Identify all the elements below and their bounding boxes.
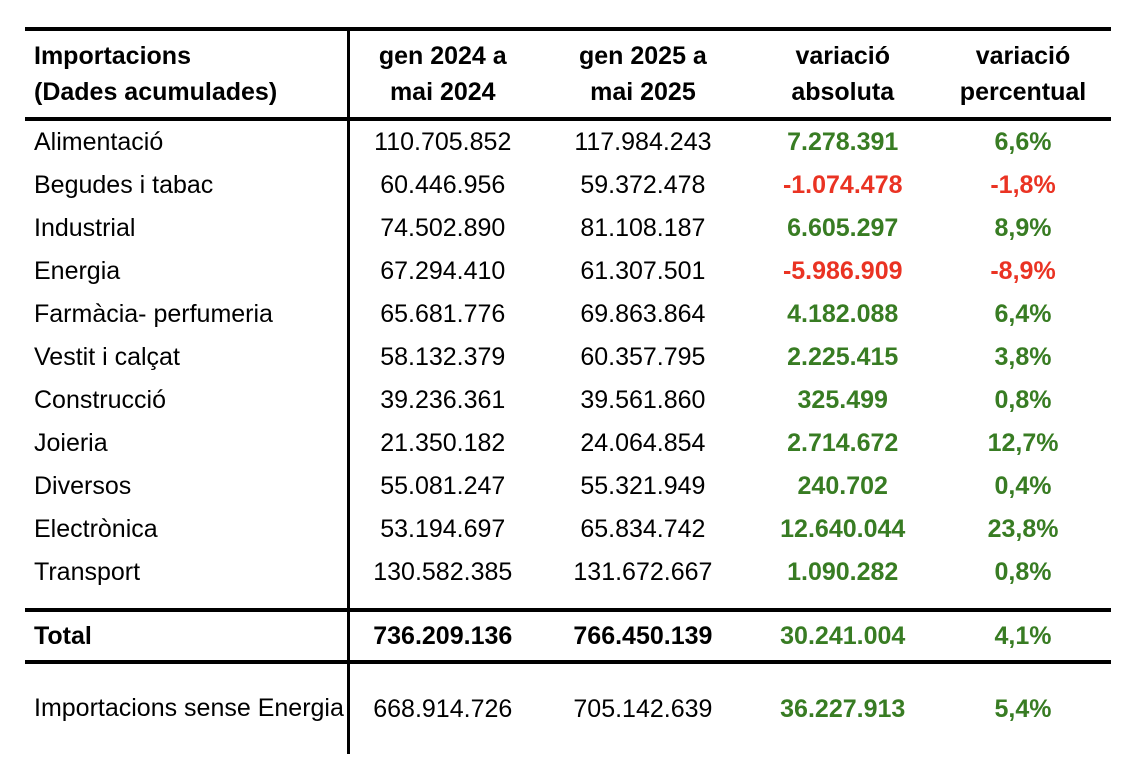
- cell-v2025: 81.108.187: [580, 214, 706, 242]
- cell-category: Construcció: [25, 379, 351, 422]
- cell-v2025: 39.561.860: [580, 386, 706, 414]
- table-row: Industrial 74.502.890 81.108.187 6.605.2…: [25, 207, 1111, 250]
- table-row: Energia 67.294.410 61.307.501 -5.986.909…: [25, 250, 1111, 293]
- cell-v2025: 65.834.742: [580, 515, 706, 543]
- cell-category: Diversos: [25, 465, 351, 508]
- header-variacio-percentual: variació percentual: [935, 27, 1111, 121]
- cell-v2024: 58.132.379: [380, 343, 506, 371]
- imports-table: Importacions (Dades acumulades) gen 2024…: [25, 27, 1111, 754]
- cell-category: Vestit i calçat: [25, 336, 351, 379]
- header-variacio-percentual-line2: percentual: [959, 78, 1087, 106]
- header-importacions: Importacions (Dades acumulades): [25, 27, 351, 121]
- cell-v2024: 55.081.247: [380, 472, 506, 500]
- cell-v2024: 21.350.182: [380, 429, 506, 457]
- cell-v2024: 110.705.852: [374, 128, 512, 156]
- cell-variacio-percentual: 8,9%: [994, 214, 1052, 242]
- cell-variacio-absoluta: 7.278.391: [787, 128, 899, 156]
- header-importacions-line1: Importacions: [34, 41, 191, 70]
- cell-variacio-absoluta: 6.605.297: [787, 214, 899, 242]
- cell-variacio-absoluta: 325.499: [797, 386, 888, 414]
- table-row: Diversos 55.081.247 55.321.949 240.702 0…: [25, 465, 1111, 508]
- cell-v2025: 131.672.667: [573, 558, 713, 586]
- cell-sense-energia-v2024: 668.914.726: [373, 694, 513, 723]
- total-row: Total 736.209.136 766.450.139 30.241.004…: [25, 610, 1111, 664]
- header-gen2024: gen 2024 a mai 2024: [348, 27, 536, 121]
- cell-category: Begudes i tabac: [25, 164, 351, 207]
- spacer-cell: [25, 594, 351, 612]
- header-gen2025-line1: gen 2025 a: [578, 41, 707, 70]
- table-row: Transport 130.582.385 131.672.667 1.090.…: [25, 551, 1111, 594]
- header-variacio-absoluta: variació absoluta: [750, 27, 936, 121]
- spacer-cell: [348, 594, 1111, 612]
- cell-sense-energia-variacio-percentual: 5,4%: [994, 694, 1052, 723]
- cell-variacio-absoluta: 2.714.672: [787, 429, 899, 457]
- header-gen2024-line2: mai 2024: [389, 78, 496, 106]
- cell-category: Farmàcia- perfumeria: [25, 293, 351, 336]
- spacer-row: [25, 594, 1111, 612]
- cell-v2025: 69.863.864: [580, 300, 706, 328]
- cell-variacio-absoluta: -5.986.909: [782, 257, 903, 285]
- table-row: Joieria 21.350.182 24.064.854 2.714.672 …: [25, 422, 1111, 465]
- cell-variacio-absoluta: 12.640.044: [780, 515, 906, 543]
- cell-v2025: 61.307.501: [580, 257, 706, 285]
- cell-variacio-percentual: 12,7%: [987, 429, 1059, 457]
- header-variacio-absoluta-line2: absoluta: [791, 78, 895, 106]
- cell-v2025: 55.321.949: [580, 472, 706, 500]
- cell-variacio-percentual: 3,8%: [994, 343, 1052, 371]
- cell-total-label: Total: [25, 610, 351, 664]
- cell-variacio-percentual: -8,9%: [990, 257, 1056, 285]
- cell-sense-energia-variacio-absoluta: 36.227.913: [780, 694, 906, 723]
- cell-variacio-percentual: 6,6%: [994, 128, 1052, 156]
- cell-variacio-percentual: -1,8%: [990, 171, 1056, 199]
- table-row: Farmàcia- perfumeria 65.681.776 69.863.8…: [25, 293, 1111, 336]
- table-row: Electrònica 53.194.697 65.834.742 12.640…: [25, 508, 1111, 551]
- cell-v2024: 130.582.385: [373, 558, 513, 586]
- cell-category: Transport: [25, 551, 351, 594]
- sense-energia-row: Importacions sense Energia 668.914.726 7…: [25, 662, 1111, 754]
- cell-v2025: 24.064.854: [580, 429, 706, 457]
- cell-v2025: 60.357.795: [580, 343, 706, 371]
- cell-v2024: 67.294.410: [380, 257, 506, 285]
- header-row: Importacions (Dades acumulades) gen 2024…: [25, 27, 1111, 121]
- cell-variacio-absoluta: 4.182.088: [787, 300, 899, 328]
- cell-total-variacio-absoluta: 30.241.004: [750, 610, 936, 664]
- cell-v2025: 117.984.243: [574, 128, 712, 156]
- table-row: Construcció 39.236.361 39.561.860 325.49…: [25, 379, 1111, 422]
- cell-variacio-percentual: 0,4%: [994, 472, 1052, 500]
- cell-category: Electrònica: [25, 508, 351, 551]
- header-variacio-percentual-line1: variació: [975, 41, 1071, 70]
- cell-variacio-absoluta: 1.090.282: [787, 558, 899, 586]
- header-variacio-absoluta-line1: variació: [795, 41, 890, 70]
- cell-variacio-percentual: 0,8%: [994, 386, 1052, 414]
- header-importacions-line2: (Dades acumulades): [34, 78, 278, 106]
- cell-category: Alimentació: [25, 119, 351, 164]
- cell-variacio-absoluta: 240.702: [797, 472, 888, 500]
- cell-v2025: 59.372.478: [580, 171, 706, 199]
- cell-category: Industrial: [25, 207, 351, 250]
- table-row: Begudes i tabac 60.446.956 59.372.478 -1…: [25, 164, 1111, 207]
- cell-v2024: 65.681.776: [380, 300, 506, 328]
- cell-variacio-percentual: 0,8%: [994, 558, 1052, 586]
- header-gen2025: gen 2025 a mai 2025: [535, 27, 751, 121]
- cell-sense-energia-v2025: 705.142.639: [573, 694, 713, 723]
- cell-v2024: 39.236.361: [380, 386, 506, 414]
- cell-variacio-absoluta: 2.225.415: [787, 343, 899, 371]
- cell-variacio-percentual: 6,4%: [994, 300, 1052, 328]
- table-row: Vestit i calçat 58.132.379 60.357.795 2.…: [25, 336, 1111, 379]
- cell-variacio-percentual: 23,8%: [987, 515, 1059, 543]
- cell-v2024: 53.194.697: [380, 515, 506, 543]
- cell-total-v2024: 736.209.136: [348, 610, 536, 664]
- cell-v2024: 60.446.956: [380, 171, 506, 199]
- table-row: Alimentació 110.705.852 117.984.243 7.27…: [25, 119, 1111, 164]
- cell-total-variacio-percentual: 4,1%: [935, 610, 1111, 664]
- cell-category: Joieria: [25, 422, 351, 465]
- cell-v2024: 74.502.890: [380, 214, 506, 242]
- cell-sense-energia-label: Importacions sense Energia: [25, 662, 351, 754]
- cell-category: Energia: [25, 250, 351, 293]
- header-gen2025-line2: mai 2025: [590, 78, 696, 106]
- header-gen2024-line1: gen 2024 a: [378, 41, 507, 70]
- cell-variacio-absoluta: -1.074.478: [782, 171, 903, 199]
- cell-total-v2025: 766.450.139: [535, 610, 751, 664]
